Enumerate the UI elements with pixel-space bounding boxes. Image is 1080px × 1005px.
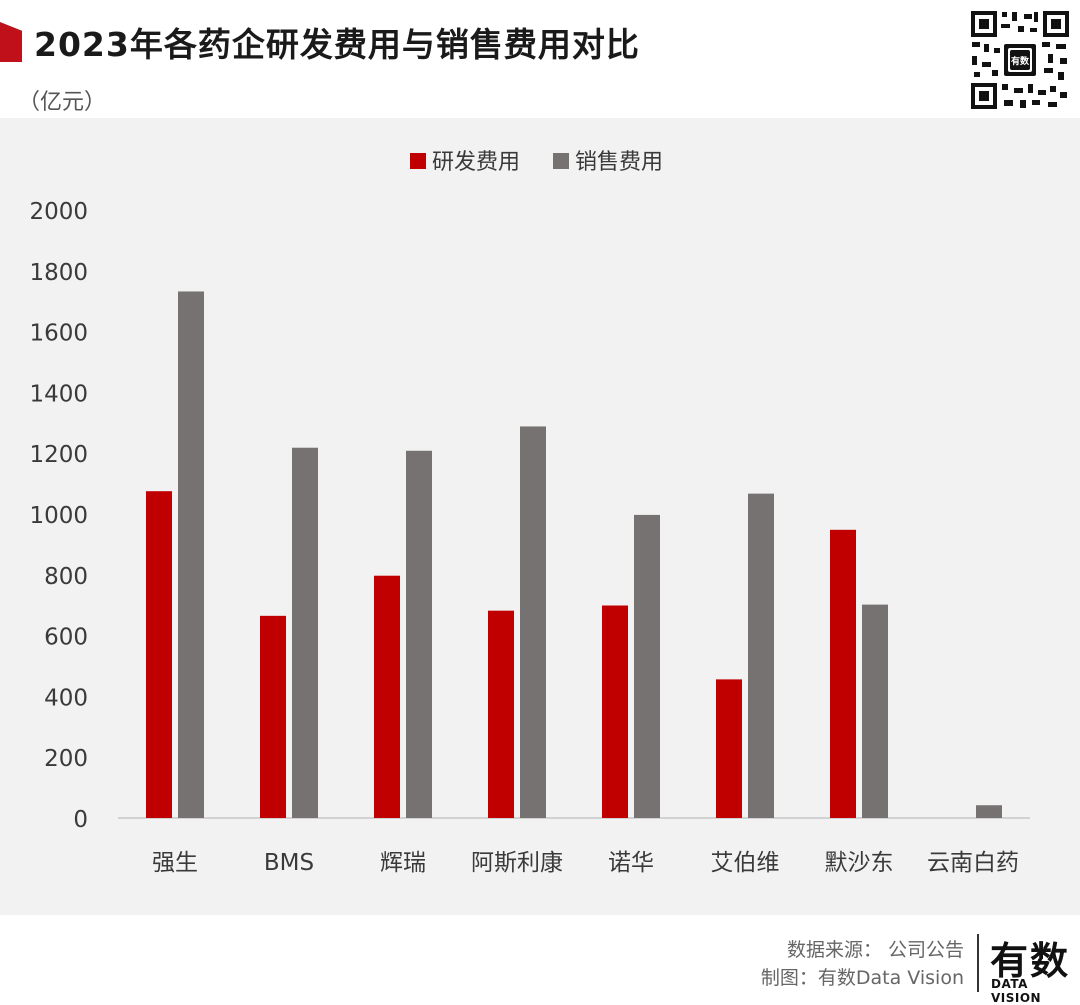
legend-swatch: [410, 153, 426, 169]
chart-maker: 制图：有数Data Vision: [760, 967, 964, 989]
bar-rd-5: [716, 679, 742, 818]
y-tick-label: 400: [44, 685, 88, 711]
x-category-label: 默沙东: [825, 850, 894, 876]
data-source: 数据来源： 公司公告: [786, 939, 964, 961]
x-category-label: 辉瑞: [380, 850, 426, 876]
bar-rd-2: [374, 575, 400, 818]
x-category-label: 云南白药: [927, 850, 1019, 876]
unit-label: （亿元）: [18, 90, 107, 115]
legend-label: 销售费用: [575, 150, 663, 175]
bar-sales-3: [520, 426, 546, 818]
chart-area: 0 200 400 600 800 1000 1200 1400 1600 1800 2000 强生 B…: [0, 118, 1080, 915]
x-category-label: 强生: [152, 850, 198, 876]
y-tick-label: 200: [44, 746, 88, 772]
bar-sales-5: [748, 493, 774, 818]
x-category-label: BMS: [264, 850, 314, 876]
brand-logo-en: DATA VISION: [991, 977, 1042, 1005]
bar-sales-4: [634, 514, 660, 818]
brand-logo-cn: 有数: [990, 939, 1071, 983]
title-accent-marker: [0, 22, 22, 62]
bar-sales-2: [406, 450, 432, 818]
y-tick-label: 1600: [29, 321, 88, 347]
y-tick-label: 2000: [29, 199, 88, 225]
x-category-label: 诺华: [608, 850, 654, 876]
bar-sales-6: [862, 604, 888, 818]
legend-label: 研发费用: [432, 150, 520, 175]
bar-rd-0: [146, 491, 172, 818]
bar-sales-0: [178, 291, 204, 818]
qr-center-text: 有数: [1011, 55, 1030, 67]
bar-rd-4: [602, 605, 628, 818]
bar-rd-6: [830, 529, 856, 818]
footer-credits: 数据来源： 公司公告 制图：有数Data Vision: [761, 936, 964, 992]
x-category-label: 艾伯维: [711, 850, 780, 876]
y-tick-label: 1200: [29, 442, 88, 468]
x-category-label: 阿斯利康: [471, 850, 563, 876]
legend-swatch: [553, 153, 569, 169]
y-tick-label: 600: [44, 625, 88, 651]
bar-rd-3: [488, 610, 514, 818]
page-title: 2023年各药企研发费用与销售费用对比: [34, 25, 640, 64]
bar-sales-7: [976, 805, 1002, 818]
y-tick-label: 800: [44, 564, 88, 590]
footer-divider: [977, 934, 979, 992]
bar-chart: 0 200 400 600 800 1000 1200 1400 1600 1800 2000 强生 B…: [29, 150, 1030, 876]
y-tick-label: 1800: [29, 260, 88, 286]
bar-sales-1: [292, 447, 318, 818]
y-tick-label: 1000: [29, 503, 88, 529]
bar-rd-1: [260, 615, 286, 818]
qr-code-icon: 有数: [968, 8, 1072, 112]
y-tick-label: 1400: [29, 381, 88, 407]
y-tick-label: 0: [73, 807, 88, 833]
